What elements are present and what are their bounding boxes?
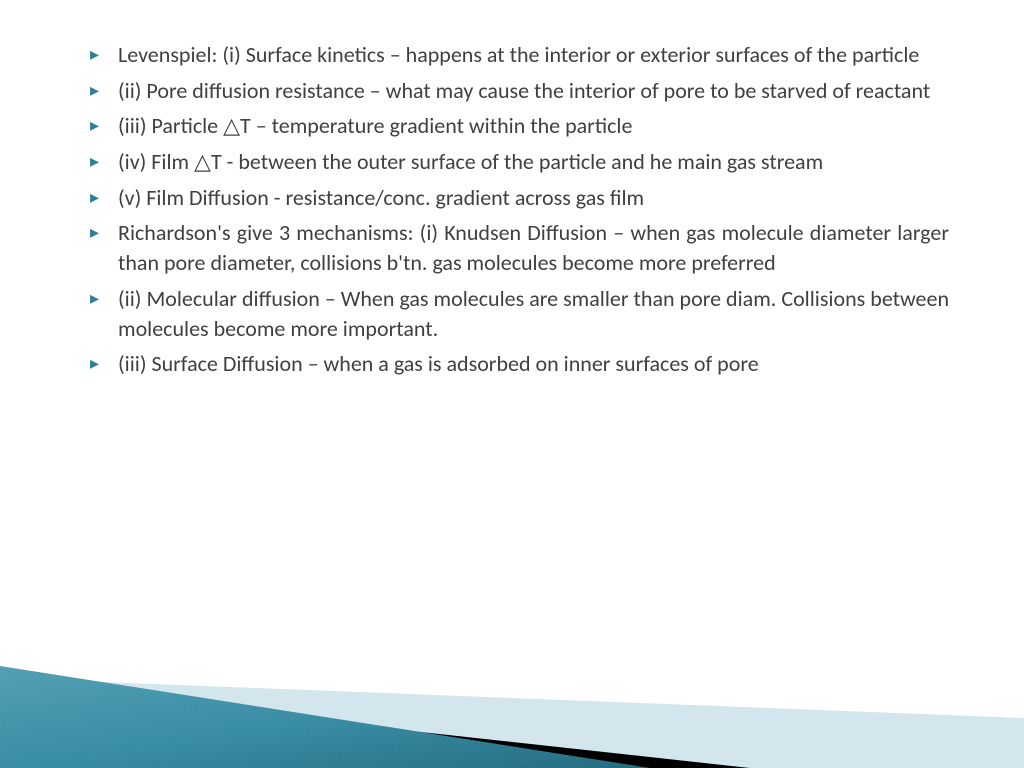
- slide-content: Levenspiel: (i) Surface kinetics – happe…: [0, 0, 1024, 379]
- bullet-item: Richardson's give 3 mechanisms: (i) Knud…: [90, 218, 949, 277]
- slide-decoration: [0, 618, 1024, 768]
- bullet-item: (v) Film Diffusion - resistance/conc. gr…: [90, 183, 949, 213]
- bullet-item: (ii) Pore diffusion resistance – what ma…: [90, 76, 949, 106]
- bullet-item: (iii) Surface Diffusion – when a gas is …: [90, 349, 949, 379]
- bullet-item: (iii) Particle △T – temperature gradient…: [90, 111, 949, 141]
- bullet-item: (ii) Molecular diffusion – When gas mole…: [90, 284, 949, 343]
- bullet-item: Levenspiel: (i) Surface kinetics – happe…: [90, 40, 949, 70]
- bullet-item: (iv) Film △T - between the outer surface…: [90, 147, 949, 177]
- bullet-list: Levenspiel: (i) Surface kinetics – happe…: [90, 40, 949, 379]
